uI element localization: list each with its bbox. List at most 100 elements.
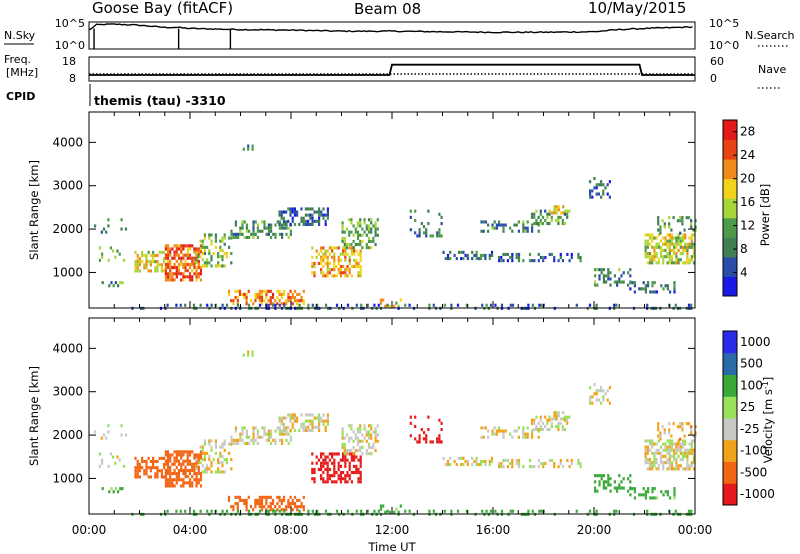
scatter-cell bbox=[600, 271, 603, 275]
scatter-cell bbox=[356, 449, 360, 453]
scatter-cell bbox=[175, 453, 178, 457]
scatter-cell bbox=[493, 226, 496, 230]
scatter-cell bbox=[655, 261, 658, 265]
scatter-cell bbox=[217, 264, 220, 268]
scatter-cell bbox=[498, 462, 501, 466]
scatter-cell bbox=[484, 257, 487, 261]
scatter-cell bbox=[692, 248, 696, 252]
scatter-cell bbox=[324, 425, 327, 429]
scatter-cell bbox=[687, 216, 691, 220]
scatter-cell bbox=[289, 502, 292, 506]
scatter-cell bbox=[376, 233, 379, 237]
scatter-cell bbox=[670, 442, 674, 446]
scatter-cell bbox=[404, 303, 407, 307]
scatter-cell bbox=[227, 292, 231, 296]
scatter-cell bbox=[440, 215, 443, 219]
scatter-cell bbox=[214, 303, 218, 307]
scatter-cell bbox=[156, 459, 159, 463]
scatter-cell bbox=[655, 290, 658, 294]
scatter-cell bbox=[533, 421, 536, 425]
scatter-cell bbox=[605, 280, 608, 284]
scatter-cell bbox=[662, 467, 665, 471]
scatter-cell bbox=[206, 451, 209, 455]
scatter-cell bbox=[124, 433, 128, 437]
scatter-cell bbox=[598, 277, 601, 281]
scatter-cell bbox=[300, 219, 303, 223]
scatter-cell bbox=[322, 246, 325, 250]
scatter-cell bbox=[550, 218, 553, 222]
scatter-cell bbox=[690, 233, 693, 237]
scatter-cell bbox=[350, 221, 353, 225]
scatter-cell bbox=[324, 509, 328, 513]
scatter-cell bbox=[690, 258, 693, 262]
scatter-cell bbox=[223, 236, 226, 240]
scatter-cell bbox=[166, 275, 170, 279]
scatter-cell bbox=[690, 239, 693, 243]
scatter-cell bbox=[278, 505, 281, 509]
scatter-cell bbox=[251, 144, 254, 148]
scatter-cell bbox=[422, 231, 426, 235]
scatter-cell bbox=[588, 509, 592, 513]
scatter-cell bbox=[193, 453, 196, 457]
scatter-cell bbox=[245, 292, 248, 296]
scatter-cell bbox=[348, 243, 351, 247]
scatter-cell bbox=[180, 250, 183, 254]
scatter-cell bbox=[298, 303, 301, 307]
scatter-cell bbox=[531, 259, 534, 263]
scatter-cell bbox=[629, 487, 632, 491]
scatter-cell bbox=[313, 471, 316, 475]
scatter-cell bbox=[594, 274, 597, 278]
scatter-cell bbox=[258, 509, 262, 513]
scatter-cell bbox=[495, 226, 498, 230]
scatter-cell bbox=[359, 255, 362, 259]
scatter-cell bbox=[304, 213, 307, 217]
scatter-cell bbox=[553, 211, 556, 215]
scatter-cell bbox=[462, 463, 465, 467]
scatter-cell bbox=[557, 208, 560, 212]
scatter-cell bbox=[335, 452, 338, 456]
scatter-cell bbox=[199, 239, 202, 243]
scatter-cell bbox=[365, 430, 368, 434]
scatter-cell bbox=[322, 255, 325, 259]
scatter-cell bbox=[353, 458, 356, 462]
scatter-cell bbox=[280, 508, 283, 512]
scatter-cell bbox=[602, 189, 605, 193]
scatter-cell bbox=[236, 289, 239, 293]
scatter-cell bbox=[490, 459, 494, 463]
scatter-cell bbox=[201, 264, 204, 268]
scatter-cell bbox=[644, 242, 647, 246]
scatter-cell bbox=[184, 459, 187, 463]
scatter-cell bbox=[245, 432, 248, 436]
scatter-cell bbox=[263, 289, 266, 293]
scatter-cell bbox=[666, 493, 669, 497]
scatter-cell bbox=[348, 477, 351, 481]
scatter-cell bbox=[589, 386, 592, 390]
scatter-cell bbox=[210, 464, 213, 468]
scatter-cell bbox=[664, 239, 667, 243]
scatter-cell bbox=[304, 425, 307, 429]
scatter-cell bbox=[657, 428, 660, 432]
scatter-cell bbox=[158, 263, 161, 267]
scatter-cell bbox=[138, 260, 141, 264]
scatter-cell bbox=[201, 252, 204, 256]
scatter-cell bbox=[173, 278, 176, 282]
scatter-cell bbox=[169, 269, 172, 273]
scatter-cell bbox=[175, 250, 178, 254]
scatter-cell bbox=[291, 498, 294, 502]
scatter-cell bbox=[318, 413, 321, 417]
scatter-cell bbox=[208, 261, 211, 265]
scatter-cell bbox=[285, 210, 288, 214]
scatter-cell bbox=[206, 470, 209, 474]
scatter-cell bbox=[575, 303, 578, 307]
scatter-cell bbox=[359, 274, 362, 278]
scatter-cell bbox=[348, 464, 351, 468]
scatter-cell bbox=[359, 249, 362, 253]
scatter-cell bbox=[664, 448, 667, 452]
scatter-cell bbox=[538, 303, 541, 307]
scatter-cell bbox=[337, 474, 340, 478]
scatter-cell bbox=[664, 236, 667, 240]
scatter-cell bbox=[690, 442, 693, 446]
scatter-cell bbox=[673, 281, 676, 285]
scatter-cell bbox=[195, 478, 198, 482]
scatter-cell bbox=[657, 245, 660, 249]
